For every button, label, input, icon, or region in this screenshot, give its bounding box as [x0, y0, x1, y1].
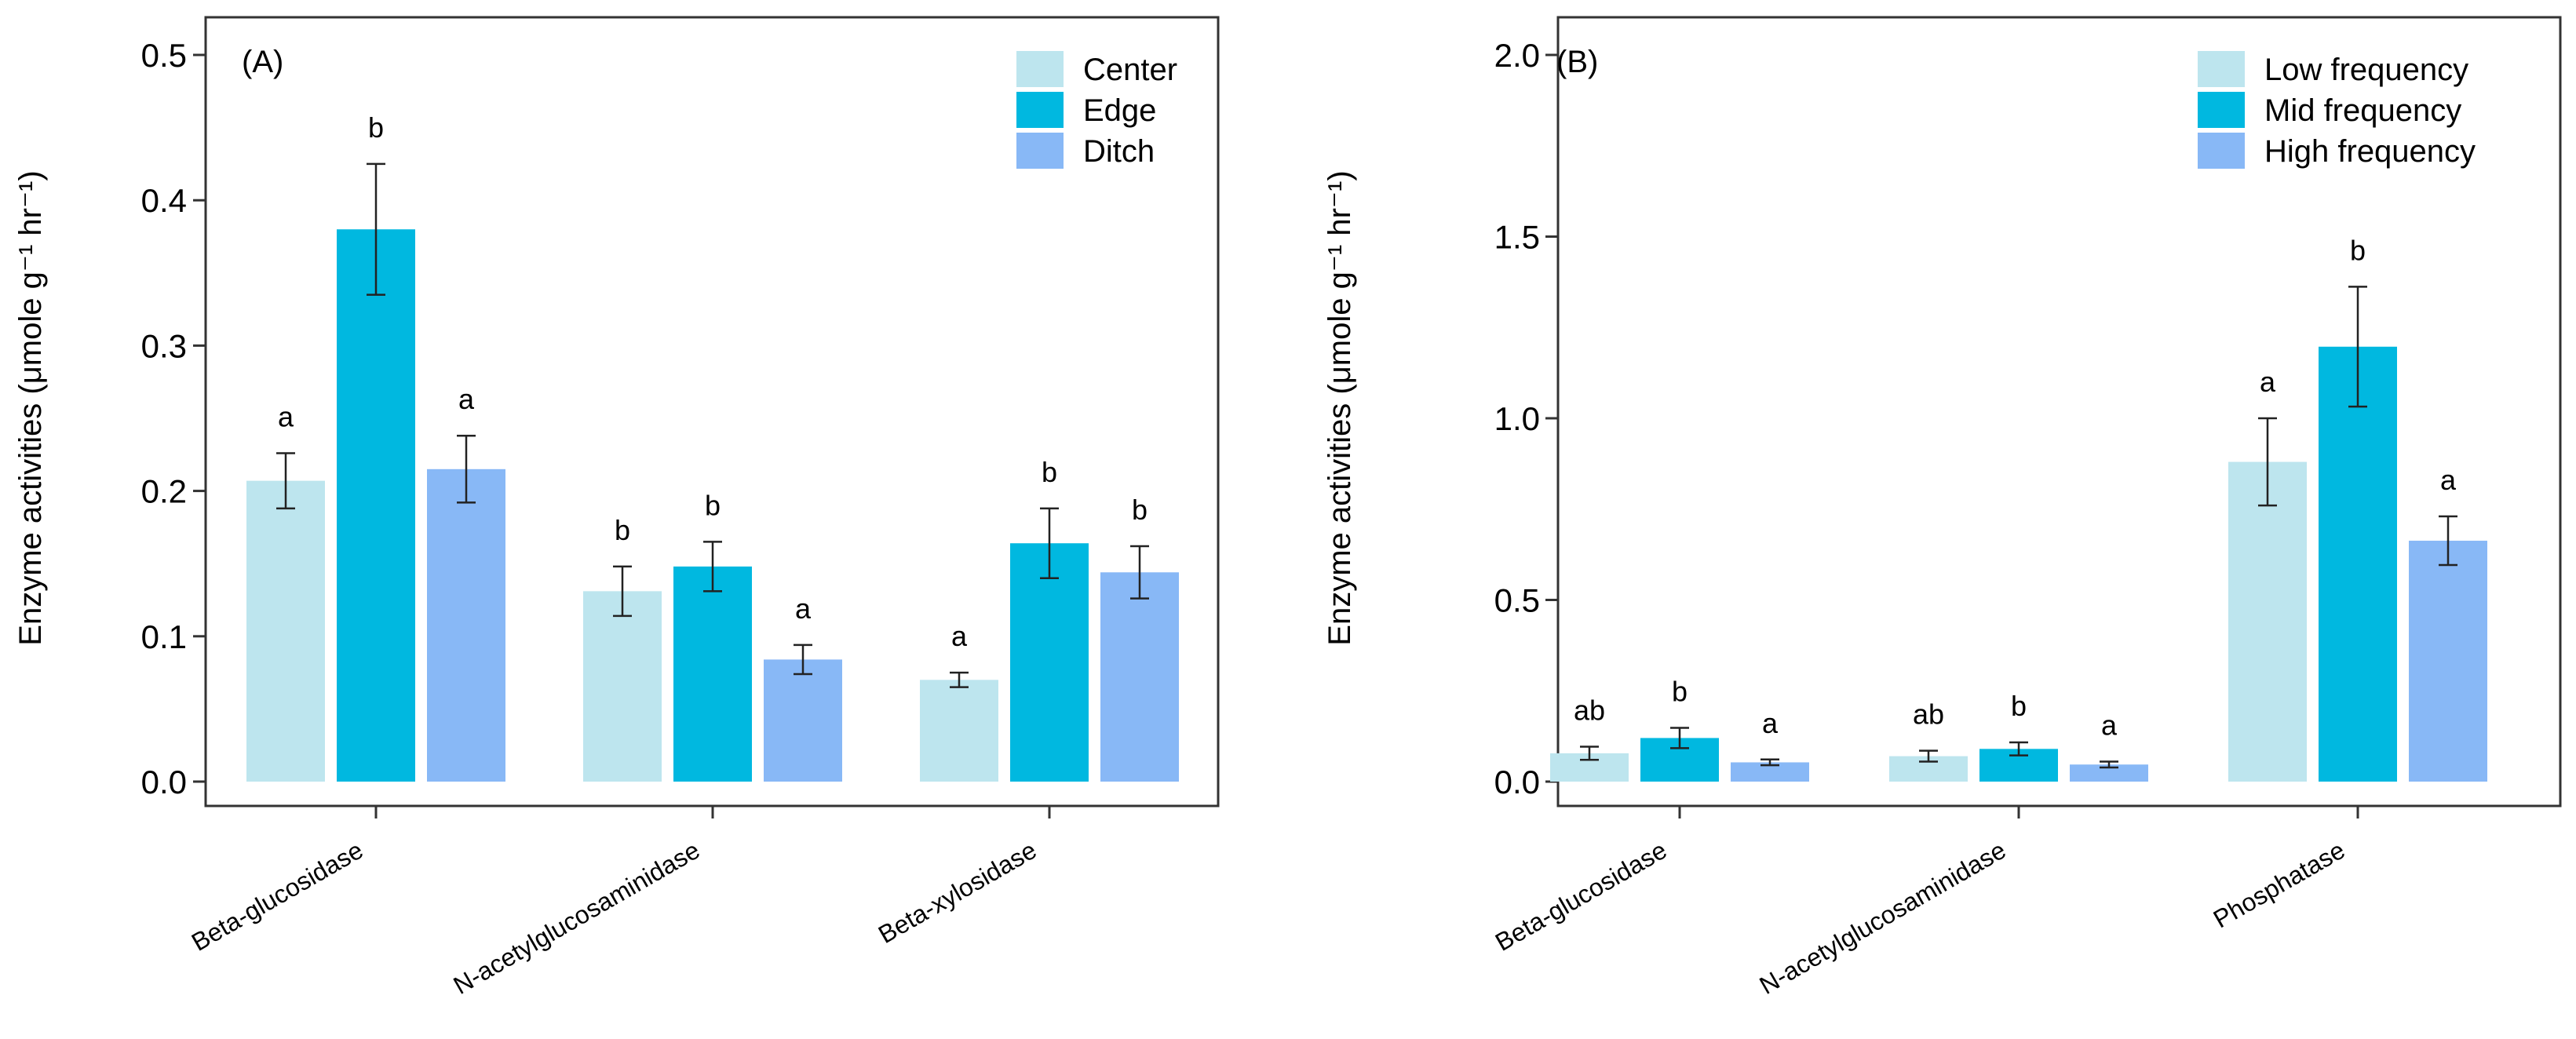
bar-b-low-frequency-2	[2228, 461, 2307, 782]
panel-tag: (B)	[1556, 45, 1598, 79]
significance-label: ab	[1574, 694, 1605, 727]
significance-label: b	[615, 514, 630, 546]
y-tick-label: 1.0	[1494, 400, 1540, 437]
bar-a-center-2	[920, 680, 998, 782]
panel-tag: (A)	[242, 45, 283, 79]
significance-label: a	[795, 592, 812, 625]
significance-label: ab	[1913, 698, 1944, 731]
significance-label: a	[1762, 707, 1779, 739]
legend-label: High frequency	[2264, 134, 2476, 169]
y-tick-label: 0.2	[141, 473, 187, 510]
significance-label: a	[2101, 709, 2118, 742]
legend-swatch	[2198, 92, 2245, 128]
significance-label: a	[2260, 366, 2276, 398]
legend-swatch	[1016, 133, 1064, 169]
significance-label: b	[1672, 675, 1688, 707]
bar-b-high-frequency-2	[2409, 541, 2487, 782]
legend-label: Center	[1083, 53, 1177, 87]
legend-label: Mid frequency	[2264, 93, 2461, 128]
legend-label: Low frequency	[2264, 53, 2468, 87]
y-tick-label: 2.0	[1494, 37, 1540, 74]
y-tick-label: 0.3	[141, 327, 187, 364]
significance-label: b	[705, 489, 721, 521]
legend: Center Edge Ditch	[1016, 51, 1177, 169]
bar-a-ditch-2	[1100, 572, 1179, 782]
bar-a-ditch-1	[764, 659, 842, 782]
bar-b-mid-frequency-2	[2319, 346, 2397, 782]
y-tick-label: 0.4	[141, 182, 187, 219]
y-axis-title: Enzyme activities (μmole g⁻¹ hr⁻¹)	[1323, 170, 1357, 645]
y-tick-label: 0.5	[1494, 582, 1540, 619]
significance-label: a	[2440, 464, 2457, 496]
bar-a-center-0	[246, 480, 325, 782]
significance-label: a	[458, 383, 475, 415]
legend-swatch	[2198, 51, 2245, 87]
y-tick-label: 0.5	[141, 37, 187, 74]
bar-a-ditch-0	[427, 468, 505, 782]
significance-label: b	[2350, 234, 2366, 266]
significance-label: b	[368, 111, 384, 144]
y-tick-label: 0.1	[141, 618, 187, 655]
bar-a-edge-1	[673, 566, 752, 782]
legend-swatch	[2198, 133, 2245, 169]
plot-frame	[1556, 16, 2562, 808]
legend: Low frequency Mid frequency High frequency	[2198, 51, 2476, 169]
bar-b-high-frequency-1	[2070, 764, 2148, 782]
legend-swatch	[1016, 51, 1064, 87]
significance-label: b	[2011, 690, 2027, 722]
significance-label: a	[951, 620, 968, 652]
legend-swatch	[1016, 92, 1064, 128]
legend-label: Edge	[1083, 93, 1156, 128]
bar-a-edge-2	[1010, 543, 1089, 782]
y-axis-title: Enzyme activities (μmole g⁻¹ hr⁻¹)	[13, 170, 48, 645]
y-tick-label: 1.5	[1494, 219, 1540, 256]
significance-label: b	[1042, 456, 1057, 488]
significance-label: a	[278, 400, 294, 432]
bar-a-center-1	[583, 591, 662, 782]
bar-a-edge-0	[337, 229, 415, 782]
legend-label: Ditch	[1083, 134, 1155, 169]
y-tick-label: 0.0	[1494, 764, 1540, 800]
y-tick-label: 0.0	[141, 764, 187, 800]
significance-label: b	[1132, 494, 1148, 526]
